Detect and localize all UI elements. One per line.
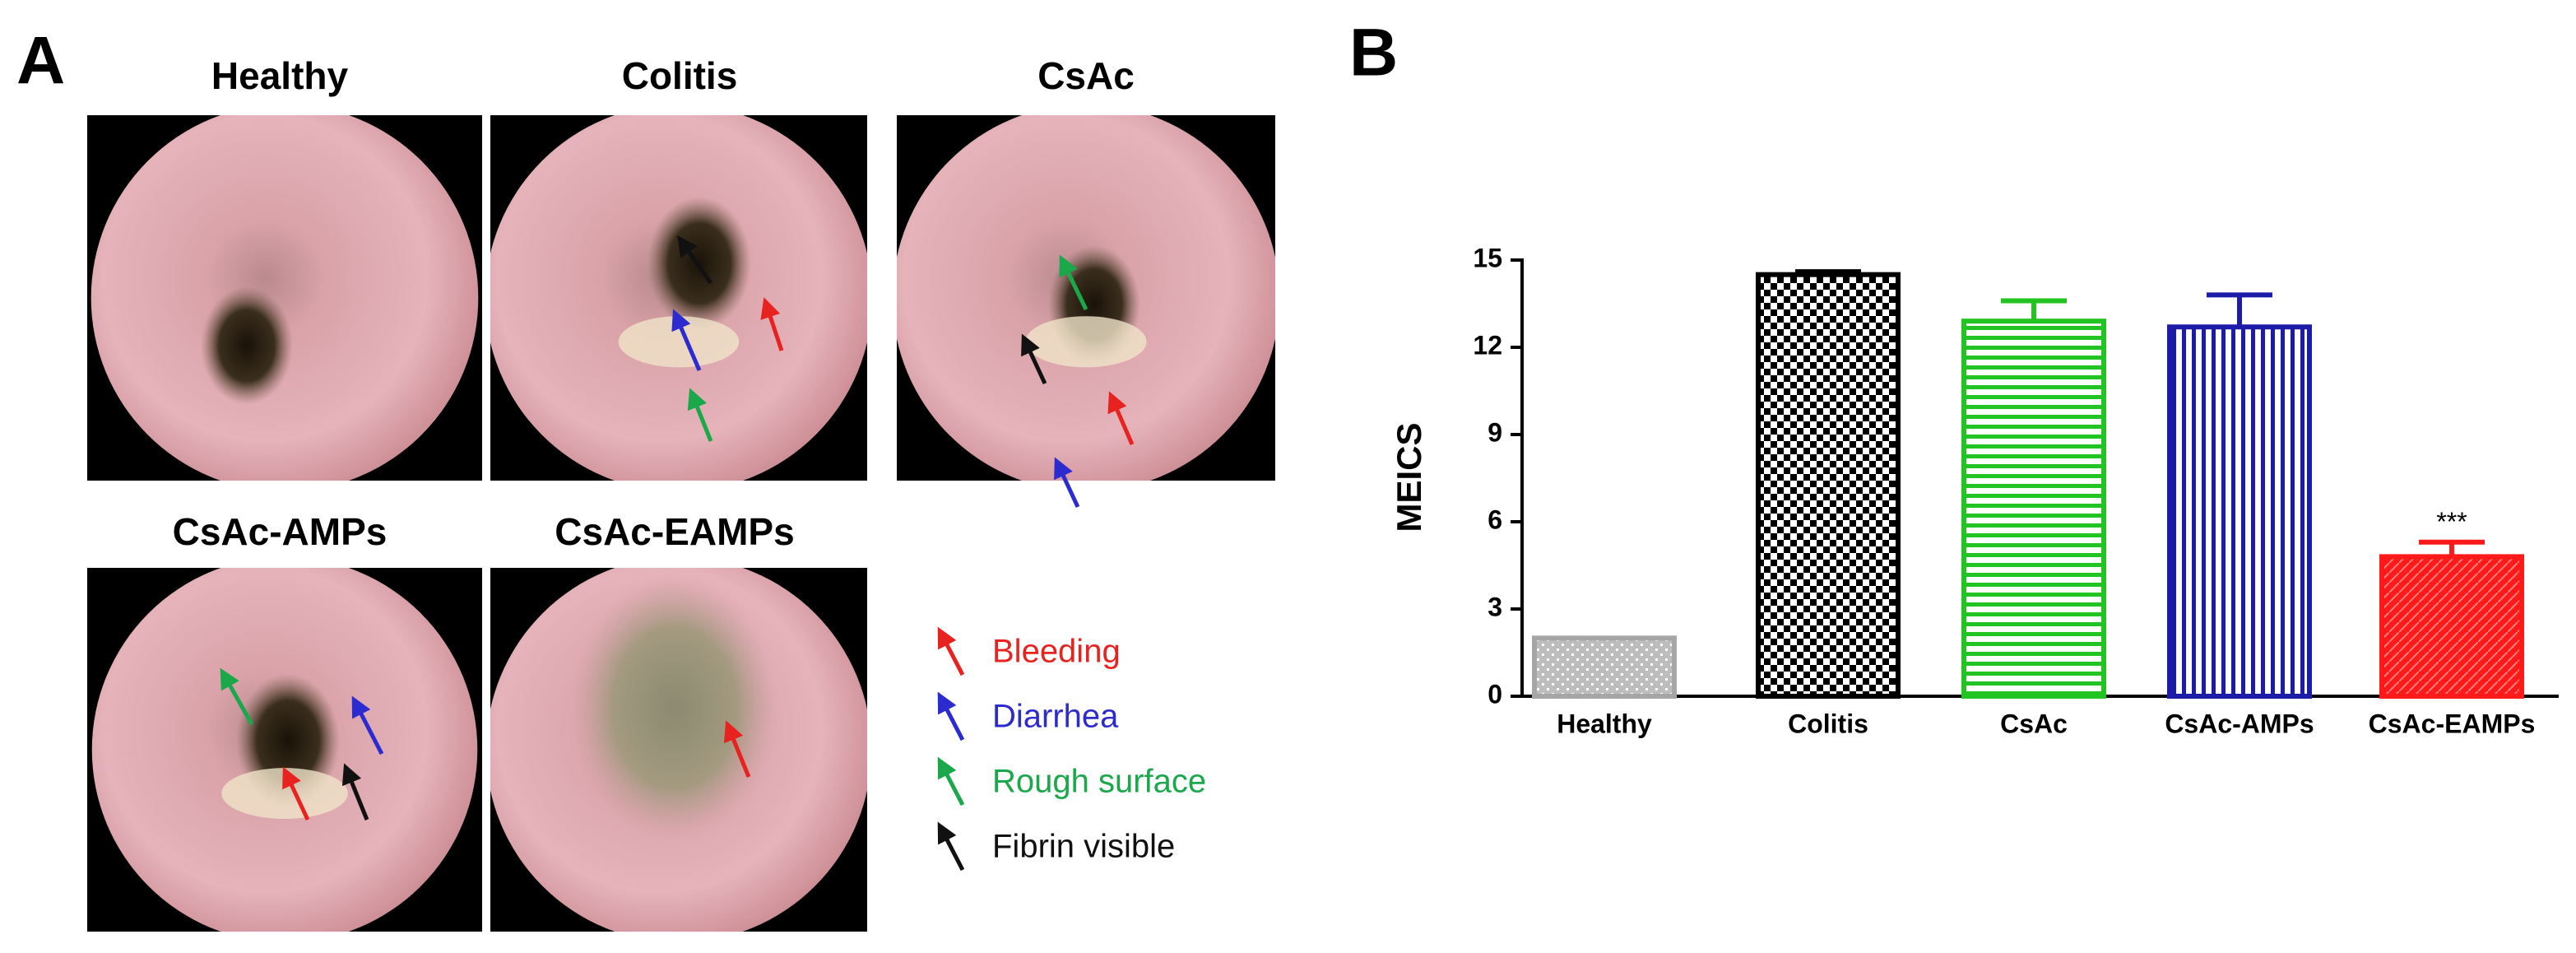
arrow xyxy=(677,235,713,285)
bar xyxy=(2379,554,2524,700)
endoscopy-image xyxy=(490,568,867,932)
arrow xyxy=(1107,391,1135,445)
error-bar xyxy=(2419,539,2485,557)
arrow xyxy=(1021,333,1047,385)
x-tick-label: Colitis xyxy=(1788,709,1868,738)
tissue xyxy=(91,115,479,481)
y-tick-label: 6 xyxy=(1488,504,1502,534)
y-axis-label: MEICS xyxy=(1390,422,1428,532)
x-tick-label: CsAc xyxy=(2000,709,2068,738)
legend-label: Fibrin visible xyxy=(992,829,1175,865)
image-title: Colitis xyxy=(622,54,738,97)
arrow xyxy=(341,763,369,821)
image-title: Healthy xyxy=(211,54,349,97)
legend-label: Bleeding xyxy=(992,634,1121,670)
lumen xyxy=(571,574,778,841)
arrow xyxy=(937,626,965,676)
significance: *** xyxy=(2436,507,2467,537)
y-tick-label: 12 xyxy=(1473,330,1502,360)
y-tick-label: 3 xyxy=(1488,592,1502,621)
arrow xyxy=(760,297,784,351)
y-tick-label: 9 xyxy=(1488,417,1502,447)
error-bar xyxy=(2207,292,2272,328)
error-bar xyxy=(1795,269,1861,275)
arrow xyxy=(282,766,310,821)
panel-label: A xyxy=(16,24,65,99)
arrow xyxy=(671,309,702,371)
arrow xyxy=(1059,254,1088,311)
arrow xyxy=(937,821,965,872)
endoscopy-image xyxy=(490,115,867,481)
endoscopy-image xyxy=(91,568,478,932)
bar xyxy=(1756,272,1901,699)
bar xyxy=(1961,318,2106,699)
arrow xyxy=(687,388,713,442)
legend-label: Rough surface xyxy=(992,764,1206,800)
image-title: CsAc-EAMPs xyxy=(555,510,794,553)
lesion xyxy=(618,316,740,368)
x-tick-label: Healthy xyxy=(1557,709,1652,738)
arrow xyxy=(220,667,254,726)
endoscopy-image xyxy=(91,115,479,481)
legend-label: Diarrhea xyxy=(992,699,1119,735)
x-tick-label: CsAc-EAMPs xyxy=(2369,709,2536,738)
bar xyxy=(2167,324,2312,699)
endoscopy-image xyxy=(897,115,1275,481)
panel-label: B xyxy=(1349,16,1398,91)
y-tick-label: 0 xyxy=(1488,679,1502,709)
bar xyxy=(1532,635,1677,699)
image-title: CsAc xyxy=(1037,54,1135,97)
lesion xyxy=(221,768,348,819)
arrow xyxy=(1054,457,1080,509)
x-tick-label: CsAc-AMPs xyxy=(2165,709,2314,738)
error-bar xyxy=(2001,298,2067,322)
arrow xyxy=(723,720,751,778)
lesion xyxy=(1025,316,1147,368)
lumen xyxy=(201,286,293,405)
image-title: CsAc-AMPs xyxy=(173,510,388,553)
arrow xyxy=(937,756,965,807)
arrow xyxy=(937,691,965,741)
arrow xyxy=(351,695,384,755)
y-tick-label: 15 xyxy=(1473,243,1502,272)
